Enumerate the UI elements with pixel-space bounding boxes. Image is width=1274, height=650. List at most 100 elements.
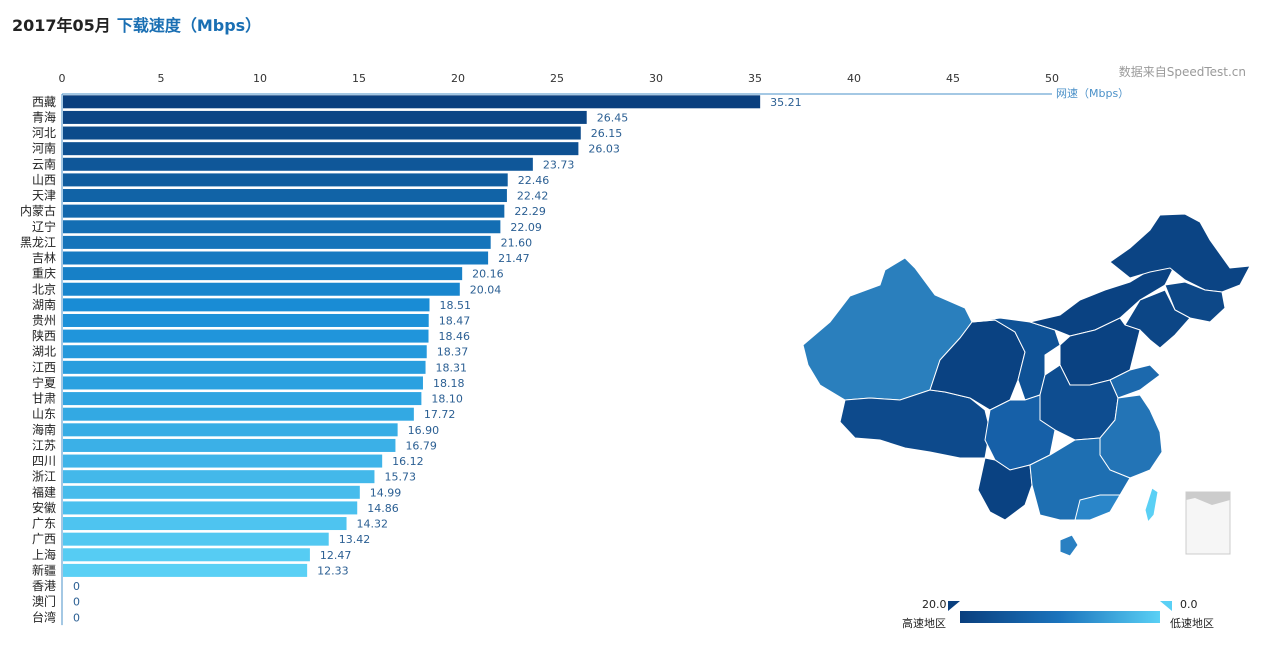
legend-high-handle[interactable] [948, 601, 960, 611]
bar[interactable] [63, 110, 587, 124]
bar[interactable] [63, 548, 310, 562]
map-region-hainan[interactable] [1059, 534, 1079, 557]
x-tick-label: 35 [748, 72, 762, 85]
bar[interactable] [63, 282, 460, 296]
bar-value-label: 0 [73, 611, 80, 624]
bar[interactable] [63, 173, 508, 187]
bar-value-label: 16.12 [392, 455, 424, 468]
bar-value-label: 18.46 [439, 330, 471, 343]
source-note: 数据来自SpeedTest.cn [1118, 65, 1246, 79]
x-tick-label: 5 [158, 72, 165, 85]
bar[interactable] [63, 267, 463, 281]
category-label: 天津 [32, 189, 56, 203]
bar[interactable] [63, 517, 347, 531]
bar[interactable] [63, 501, 358, 515]
bar[interactable] [63, 142, 579, 156]
legend-high-label: 高速地区 [902, 617, 946, 630]
category-label: 新疆 [32, 562, 56, 577]
title-metric: 下载速度（Mbps） [116, 16, 262, 35]
x-tick-label: 25 [550, 72, 564, 85]
category-label: 吉林 [32, 251, 56, 265]
x-tick-label: 10 [253, 72, 267, 85]
color-legend: 20.0 0.0 高速地区 低速地区 [900, 597, 1230, 637]
category-label: 甘肃 [32, 392, 56, 406]
x-tick-label: 50 [1045, 72, 1059, 85]
bar[interactable] [63, 235, 491, 249]
bar[interactable] [63, 313, 429, 327]
bar[interactable] [63, 407, 414, 421]
bar-value-label: 18.10 [431, 393, 463, 406]
bar-value-label: 18.18 [433, 377, 465, 390]
bar-value-label: 18.37 [437, 346, 469, 359]
legend-low-label: 低速地区 [1170, 617, 1214, 630]
bar-value-label: 13.42 [339, 533, 371, 546]
category-label: 北京 [32, 282, 56, 296]
category-label: 广西 [32, 532, 56, 546]
bar-value-label: 26.15 [591, 127, 623, 140]
category-label: 澳门 [32, 594, 56, 609]
x-tick-label: 40 [847, 72, 861, 85]
map-region-heilongjiang[interactable] [1109, 213, 1251, 293]
bar[interactable] [63, 95, 761, 109]
category-label: 陕西 [32, 328, 56, 343]
bar[interactable] [63, 189, 507, 203]
bar[interactable] [63, 298, 430, 312]
map-region-yunnan[interactable] [977, 457, 1033, 521]
map-region-sichuan[interactable] [984, 394, 1056, 471]
bar[interactable] [63, 392, 422, 406]
map-region-taiwan[interactable] [1144, 487, 1159, 524]
bar[interactable] [63, 157, 533, 171]
bar[interactable] [63, 360, 426, 374]
bar[interactable] [63, 204, 505, 218]
bar[interactable] [63, 485, 360, 499]
category-label: 海南 [32, 422, 56, 437]
category-label: 上海 [32, 547, 56, 562]
bar-value-label: 26.03 [588, 143, 620, 156]
chart-title: 2017年05月 下载速度（Mbps） [12, 12, 261, 36]
x-axis: 0 5 10 15 20 25 30 35 40 45 50 网速（Mbps） 西藏青海河北河南云南山西… [20, 72, 1129, 626]
category-label: 青海 [32, 109, 56, 124]
bar-value-label: 12.33 [317, 564, 349, 577]
bar[interactable] [63, 470, 375, 484]
category-label: 湖北 [32, 344, 56, 359]
bar[interactable] [63, 532, 329, 546]
bar-value-label: 14.86 [367, 502, 399, 515]
china-map [802, 213, 1251, 557]
bar-value-label: 20.04 [470, 283, 502, 296]
category-label: 贵州 [32, 313, 56, 327]
bar-value-label: 14.99 [370, 486, 402, 499]
category-label: 湖南 [32, 297, 56, 312]
bar-value-label: 35.21 [770, 96, 802, 109]
x-tick-label: 15 [352, 72, 366, 85]
x-tick-label: 20 [451, 72, 465, 85]
bar-value-label: 22.46 [518, 174, 550, 187]
bar[interactable] [63, 329, 429, 343]
x-tick-label: 45 [946, 72, 960, 85]
bar-value-label: 14.32 [357, 518, 389, 531]
category-label: 山西 [32, 173, 56, 187]
bar[interactable] [63, 251, 489, 265]
bar-value-label: 12.47 [320, 549, 352, 562]
map-region-guangdong[interactable] [1074, 494, 1121, 521]
bar-value-label: 20.16 [472, 268, 504, 281]
bar[interactable] [63, 126, 581, 140]
legend-low-handle[interactable] [1160, 601, 1172, 611]
bar-value-label: 18.31 [436, 361, 468, 374]
category-label: 云南 [32, 156, 56, 171]
title-date: 2017年05月 [12, 16, 111, 35]
category-label: 内蒙古 [20, 203, 56, 218]
x-tick-label: 0 [59, 72, 66, 85]
bar[interactable] [63, 438, 396, 452]
bar[interactable] [63, 220, 501, 234]
bar-value-label: 17.72 [424, 408, 456, 421]
bar[interactable] [63, 563, 308, 577]
bar[interactable] [63, 345, 427, 359]
category-label: 重庆 [32, 267, 56, 281]
map-region-tibet[interactable] [839, 389, 991, 459]
bar[interactable] [63, 454, 383, 468]
bar-value-label: 15.73 [384, 471, 416, 484]
category-label: 江苏 [32, 438, 56, 452]
bar[interactable] [63, 376, 423, 390]
x-tick-label: 30 [649, 72, 663, 85]
bar[interactable] [63, 423, 398, 437]
